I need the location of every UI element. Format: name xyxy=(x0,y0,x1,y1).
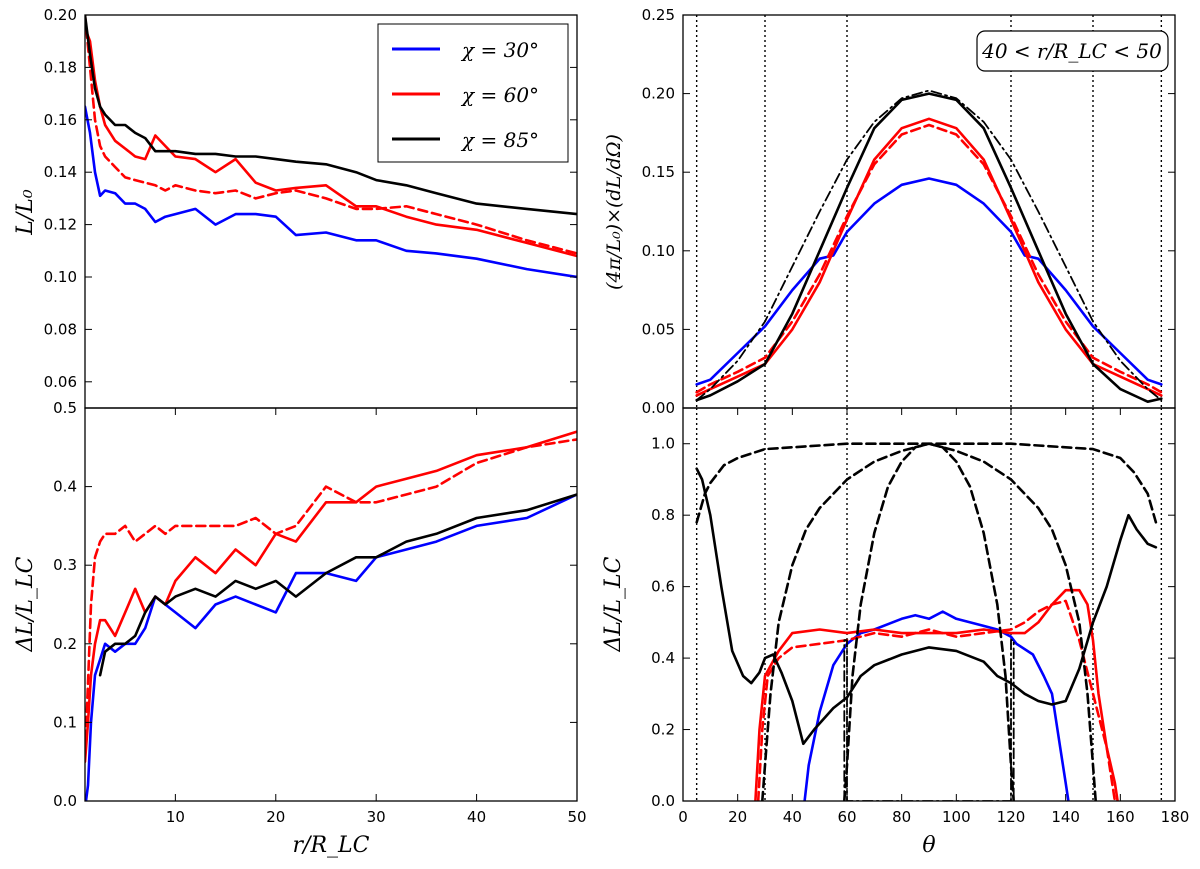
bottom-right-series-4 xyxy=(695,442,1158,524)
bottom-right-xtick-label-3: 60 xyxy=(837,808,856,826)
legend-label-85: χ = 85° xyxy=(460,128,539,152)
top-left-ytick-label-5: 0.16 xyxy=(44,111,77,129)
panels: 0.060.080.100.120.140.160.180.200.00.10.… xyxy=(44,6,1190,826)
legend-label-30: χ = 30° xyxy=(460,38,539,62)
annotation: 40 < r/R_LC < 50 xyxy=(976,30,1169,72)
bottom-left-ytick-label-4: 0.4 xyxy=(53,478,77,496)
bottom-right-xtick-label-5: 100 xyxy=(942,808,971,826)
top-left-series-2 xyxy=(85,15,577,255)
bottom-left-ytick-label-2: 0.2 xyxy=(53,635,77,653)
top-left-ytick-label-1: 0.08 xyxy=(44,320,77,338)
bottom-right-xtick-label-9: 180 xyxy=(1161,808,1190,826)
bottom-right-xtick-label-8: 160 xyxy=(1106,808,1135,826)
top-right-ylabel: (4π/L₀)×(dL/dΩ) xyxy=(603,134,625,290)
bottom-right-series-6 xyxy=(842,442,1016,801)
top-right-ticks: 0.00 0.05 0.10 0.15 0.20 0.25 xyxy=(642,6,1175,417)
bottom-left-xtick-label-3: 40 xyxy=(467,808,486,826)
top-right-ytick-label-1: 0.05 xyxy=(642,320,675,338)
bottom-right-series-5 xyxy=(760,442,1097,801)
top-right-frame xyxy=(682,14,1176,409)
bottom-left-series-3 xyxy=(98,493,577,677)
annotation-text: 40 < r/R_LC < 50 xyxy=(981,39,1162,63)
top-right-ytick-label-4: 0.20 xyxy=(642,85,675,103)
bottom-right-plot-area xyxy=(695,408,1163,801)
bottom-left-ticks: 0.0 0.1 0.2 0.3 0.4 0.5 10 20 30 40 50 xyxy=(53,399,586,826)
bottom-left-ytick-label-5: 0.5 xyxy=(53,399,77,417)
bottom-right-ytick-label-0: 0.0 xyxy=(651,792,675,810)
bottom-right-series-0 xyxy=(803,610,1070,801)
top-left-plot-area xyxy=(85,15,577,279)
top-right-ytick-label-0: 0.00 xyxy=(642,399,675,417)
bottom-right-ytick-label-1: 0.2 xyxy=(651,721,675,739)
bottom-right-ytick-label-5: 1.0 xyxy=(651,435,675,453)
bottom-left-series-1 xyxy=(85,430,577,764)
top-right-ytick-label-2: 0.10 xyxy=(642,242,675,260)
bottom-right-series-3 xyxy=(695,467,1158,746)
bottom-right-series-2 xyxy=(756,599,1117,801)
top-left-ytick-label-3: 0.12 xyxy=(44,216,77,234)
bottom-left-ytick-label-1: 0.1 xyxy=(53,713,77,731)
bottom-left-xtick-label-4: 50 xyxy=(567,808,586,826)
top-left-ytick-label-6: 0.18 xyxy=(44,58,77,76)
bottom-right-xtick-label-7: 140 xyxy=(1051,808,1080,826)
top-right-series-2 xyxy=(695,123,1163,394)
bottom-left-xtick-label-2: 30 xyxy=(367,808,386,826)
bottom-right-xtick-label-1: 20 xyxy=(728,808,747,826)
bottom-right-ytick-label-2: 0.4 xyxy=(651,649,675,667)
top-right-series-4 xyxy=(695,89,1163,402)
bottom-left-plot-area xyxy=(85,430,577,801)
top-right-series-3 xyxy=(695,92,1163,404)
bottom-left-frame xyxy=(84,407,578,802)
bottom-right-xtick-label-0: 0 xyxy=(678,808,688,826)
legend-label-60: χ = 60° xyxy=(460,83,539,107)
top-left-ticks: 0.06 0.08 0.10 0.12 0.14 0.16 0.18 0.20 xyxy=(44,6,577,391)
bottom-right-ylabel: ΔL/L_LC xyxy=(601,556,626,652)
bottom-left-ytick-label-3: 0.3 xyxy=(53,556,77,574)
left-xlabel: r/R_LC xyxy=(293,833,370,858)
top-left-series-1 xyxy=(85,26,577,258)
top-left-ytick-label-2: 0.10 xyxy=(44,268,77,286)
bottom-left-ylabel: ΔL/L_LC xyxy=(13,556,38,652)
legend: χ = 30° χ = 60° χ = 85° xyxy=(377,23,569,163)
bottom-right-frame xyxy=(682,407,1176,802)
top-right-series-1 xyxy=(695,117,1163,397)
bottom-left-series-2 xyxy=(85,438,577,756)
bottom-right-ticks: 0.0 0.2 0.4 0.6 0.8 1.0 0 20 40 60 80 100 120 140 160 1… xyxy=(651,408,1189,826)
top-left-ytick-label-0: 0.06 xyxy=(44,373,77,391)
bottom-left-xtick-label-0: 10 xyxy=(166,808,185,826)
bottom-right-xtick-label-2: 40 xyxy=(783,808,802,826)
right-xlabel: θ xyxy=(922,833,935,858)
top-left-ytick-label-7: 0.20 xyxy=(44,6,77,24)
bottom-left-series-0 xyxy=(85,493,577,801)
top-left-ylabel: L/L₀ xyxy=(13,189,38,236)
bottom-right-series-7 xyxy=(843,639,1015,801)
top-right-plot-area xyxy=(695,15,1163,408)
annotation-box xyxy=(976,30,1169,72)
top-right-series-0 xyxy=(695,177,1163,386)
top-left-series-0 xyxy=(85,105,577,279)
bottom-right-ytick-label-4: 0.8 xyxy=(651,506,675,524)
bottom-right-xtick-label-6: 120 xyxy=(997,808,1026,826)
top-left-series-3 xyxy=(85,15,577,216)
top-right-ytick-label-5: 0.25 xyxy=(642,6,675,24)
top-right-ytick-label-3: 0.15 xyxy=(642,163,675,181)
bottom-left-ytick-label-0: 0.0 xyxy=(53,792,77,810)
top-left-ytick-label-4: 0.14 xyxy=(44,163,77,181)
bottom-right-ytick-label-3: 0.6 xyxy=(651,578,675,596)
bottom-left-xtick-label-1: 20 xyxy=(266,808,285,826)
bottom-right-xtick-label-4: 80 xyxy=(892,808,911,826)
